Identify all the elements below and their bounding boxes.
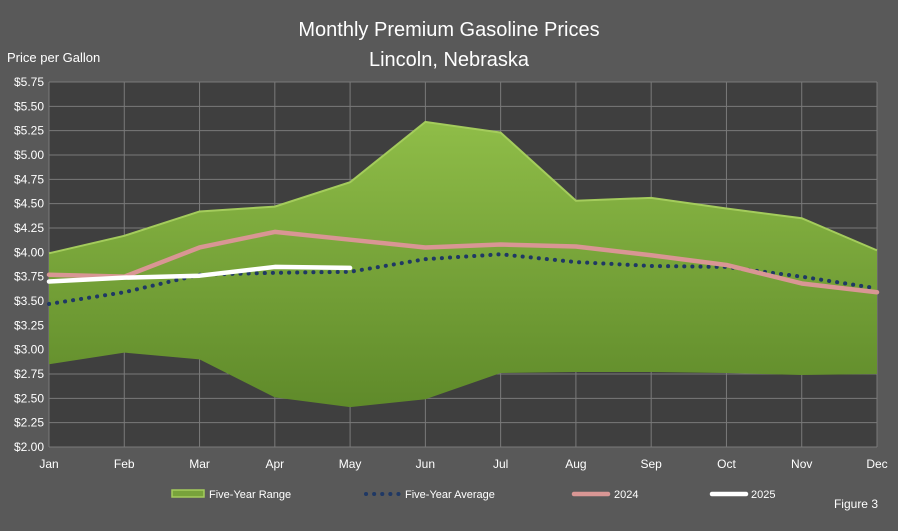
y-tick-label: $5.25: [14, 124, 44, 138]
legend-swatch-five-year-range: [171, 489, 205, 498]
y-tick-label: $3.00: [14, 343, 44, 357]
x-tick-label: Aug: [565, 457, 586, 471]
y-tick-label: $5.75: [14, 75, 44, 89]
y-tick-label: $3.75: [14, 270, 44, 284]
y-tick-label: $4.00: [14, 245, 44, 259]
x-tick-label: Oct: [717, 457, 736, 471]
x-tick-label: Jan: [39, 457, 58, 471]
y-tick-label: $5.50: [14, 99, 44, 113]
five-year-range-area: [49, 121, 877, 408]
y-tick-label: $4.75: [14, 172, 44, 186]
chart-title-line2: Lincoln, Nebraska: [368, 49, 530, 71]
legend-label: 2024: [614, 489, 638, 501]
y-tick-label: $4.25: [14, 221, 44, 235]
x-tick-label: Nov: [791, 457, 812, 471]
legend-label: 2025: [751, 489, 775, 501]
legend-label: Five-Year Average: [405, 489, 495, 501]
y-tick-label: $2.00: [14, 440, 44, 454]
y-tick-label: $2.75: [14, 367, 44, 381]
x-tick-label: Sep: [641, 457, 663, 471]
y-tick-label: $5.00: [14, 148, 44, 162]
y-tick-label: $4.50: [14, 197, 44, 211]
figure-label: Figure 3: [833, 497, 878, 511]
x-tick-label: Feb: [114, 457, 135, 471]
x-tick-label: May: [339, 457, 362, 471]
x-tick-label: Dec: [866, 457, 887, 471]
y-tick-label: $2.25: [14, 416, 44, 430]
y-axis-label: Price per Gallon: [7, 50, 101, 65]
x-tick-label: Jul: [493, 457, 508, 471]
series-2024-line: [46, 229, 880, 295]
legend-label: Five-Year Range: [209, 489, 291, 501]
y-tick-label: $3.25: [14, 318, 44, 332]
x-tick-label: Jun: [416, 457, 435, 471]
chart-title-line1: Monthly Premium Gasoline Prices: [298, 19, 600, 41]
x-tick-label: Apr: [265, 457, 284, 471]
y-tick-label: $2.50: [14, 391, 44, 405]
x-tick-label: Mar: [189, 457, 210, 471]
series-2025-line: [46, 264, 353, 284]
five-year-range-upper-edge: [48, 120, 878, 255]
y-tick-label: $3.50: [14, 294, 44, 308]
